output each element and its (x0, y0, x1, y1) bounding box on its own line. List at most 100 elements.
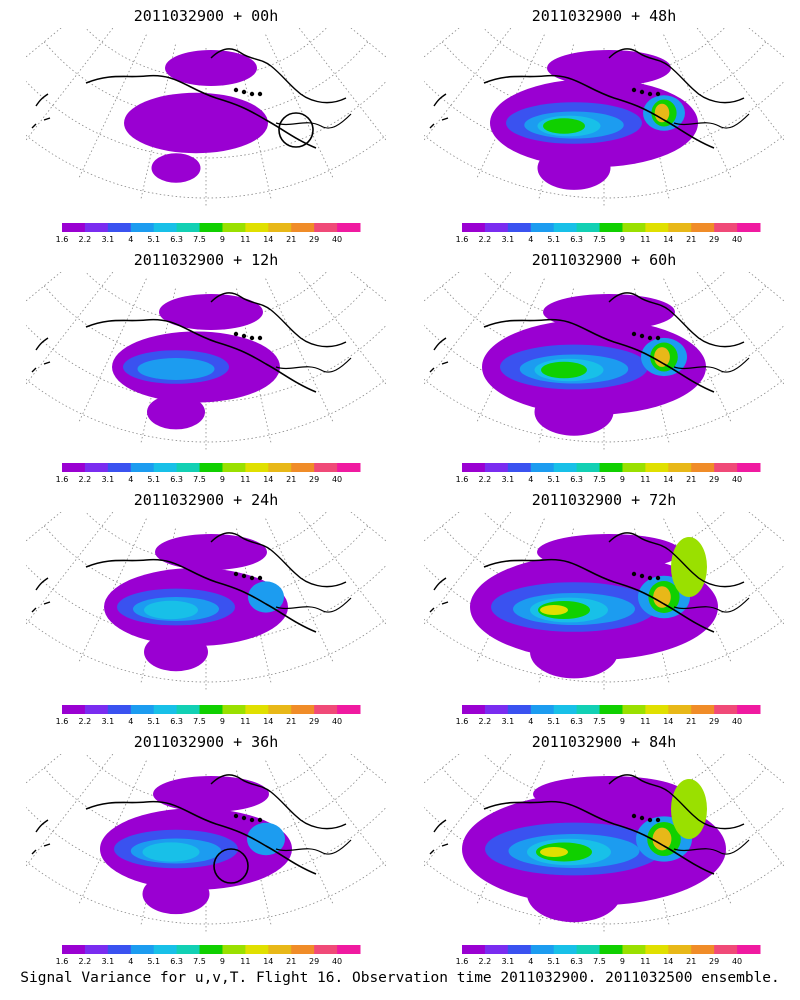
island-mark (639, 573, 645, 579)
map-72h (424, 512, 784, 692)
meridian-line (748, 754, 784, 784)
variance-region (247, 822, 285, 856)
meridian-line (696, 754, 784, 867)
latitude-line (424, 806, 784, 885)
coast-line (608, 774, 745, 830)
meridian-line (236, 44, 272, 201)
variance-field (470, 534, 718, 679)
island-mark (639, 89, 645, 95)
island-mark (241, 573, 247, 579)
meridian-line (350, 512, 386, 542)
variance-region (543, 294, 675, 330)
panel-48h: 2011032900 + 48h (424, 6, 784, 246)
panel-24h: 2011032900 + 24h (26, 490, 386, 730)
variance-field (112, 294, 280, 430)
island-mark (647, 91, 653, 97)
island-mark (639, 333, 645, 339)
island-mark (257, 575, 263, 581)
latitude-line (424, 80, 784, 159)
map-12h (26, 272, 386, 452)
coast-line (85, 800, 317, 875)
island-mark (233, 87, 239, 93)
meridian-line (696, 272, 784, 385)
panel-title: 2011032900 + 12h (133, 251, 279, 269)
observation-circle (278, 112, 314, 148)
meridian-line (140, 288, 176, 445)
meridian-line (475, 34, 545, 180)
latitude-line (424, 324, 784, 403)
coastline (31, 48, 352, 149)
meridian-line (748, 512, 784, 542)
variance-region (155, 534, 267, 570)
meridian-line (663, 34, 733, 180)
island-mark (249, 575, 255, 581)
coast-line (673, 113, 750, 129)
variance-region (537, 534, 681, 570)
meridian-line (77, 760, 147, 906)
meridian-line (298, 28, 386, 141)
variance-region (124, 92, 268, 154)
meridian-line (634, 44, 670, 201)
panel-84h: 2011032900 + 84h (424, 732, 784, 972)
panel-title: 2011032900 + 48h (531, 7, 677, 25)
coast-line (673, 839, 750, 855)
coast-line (483, 558, 715, 633)
latitude-line (26, 806, 386, 885)
coast-line (429, 819, 449, 855)
island-mark (639, 815, 645, 821)
meridian-line (424, 754, 460, 784)
latitude-line (424, 564, 784, 643)
coast-line (275, 113, 352, 129)
meridian-line (265, 760, 335, 906)
island-mark (647, 817, 653, 823)
island-mark (241, 89, 247, 95)
island-mark (655, 817, 661, 823)
variance-region (671, 779, 707, 839)
variance-region (547, 50, 671, 86)
meridian-line (26, 28, 114, 141)
variance-region (142, 842, 200, 862)
meridian-line (475, 278, 545, 424)
coastline (429, 774, 750, 875)
island-mark (257, 91, 263, 97)
island-mark (241, 333, 247, 339)
variance-region (671, 537, 707, 597)
island-mark (233, 813, 239, 819)
meridian-line (236, 528, 272, 685)
meridian-line (634, 528, 670, 685)
coast-line (483, 74, 715, 149)
coast-line (429, 93, 449, 129)
panel-title: 2011032900 + 72h (531, 491, 677, 509)
meridian-line (236, 288, 272, 445)
variance-region (652, 827, 672, 851)
island-mark (655, 335, 661, 341)
coastline (31, 292, 352, 393)
meridian-line (26, 28, 62, 58)
variance-field (104, 534, 288, 672)
meridian-line (350, 272, 386, 302)
meridian-line (26, 272, 62, 302)
panel-12h: 2011032900 + 12h (26, 250, 386, 490)
variance-region (248, 581, 284, 613)
coastline (31, 774, 352, 875)
panel-title: 2011032900 + 60h (531, 251, 677, 269)
map-60h (424, 272, 784, 452)
coast-line (210, 48, 347, 104)
coast-line (608, 48, 745, 104)
panel-36h: 2011032900 + 36h (26, 732, 386, 972)
meridian-line (634, 288, 670, 445)
meridian-line (350, 754, 386, 784)
coast-line (275, 597, 352, 613)
meridian-line (26, 754, 62, 784)
coast-line (483, 800, 715, 875)
coast-line (85, 558, 317, 633)
meridian-line (696, 512, 784, 625)
variance-field (490, 50, 698, 190)
island-mark (249, 817, 255, 823)
coastline (31, 532, 352, 633)
coast-line (210, 292, 347, 348)
island-mark (655, 91, 661, 97)
variance-region (147, 394, 205, 430)
map-24h (26, 512, 386, 692)
meridian-line (748, 28, 784, 58)
